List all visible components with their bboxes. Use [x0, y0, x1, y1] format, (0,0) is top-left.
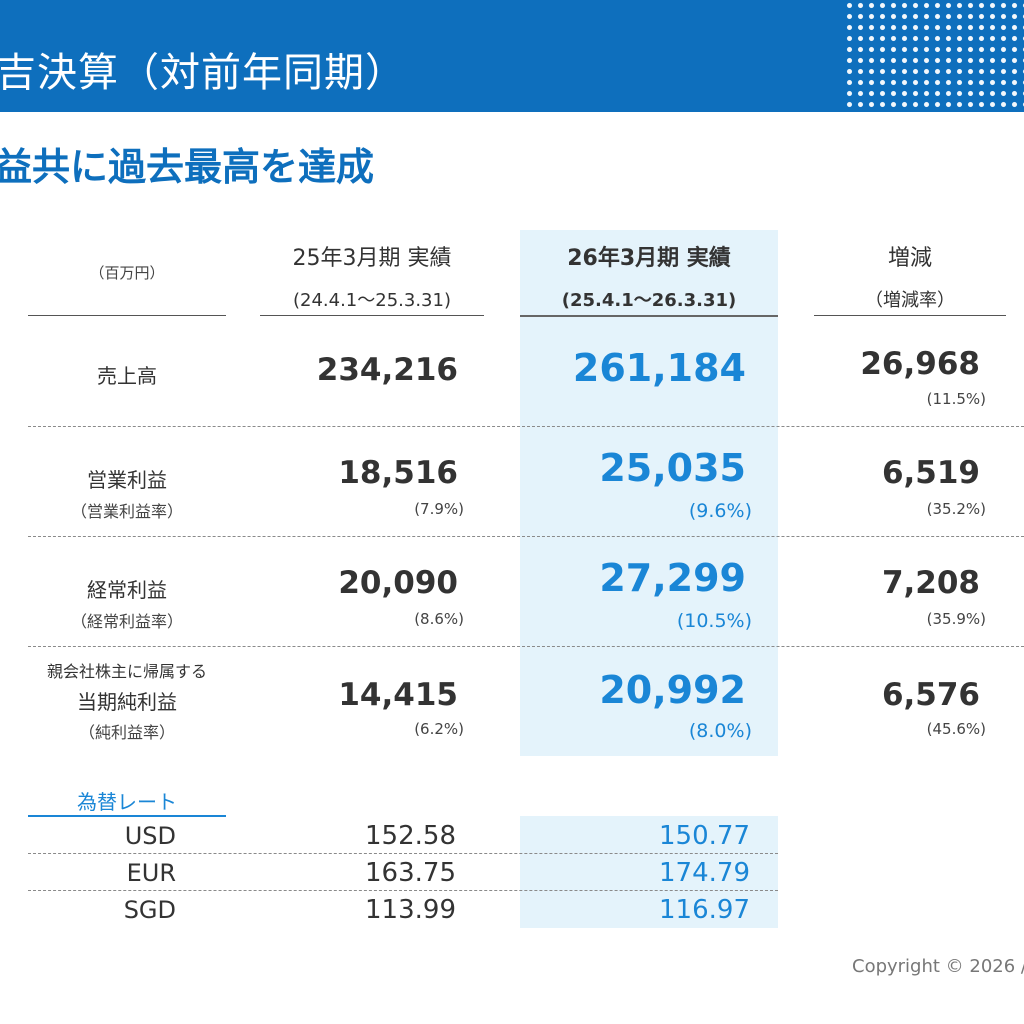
row-label-operating-profit: 営業利益: [87, 468, 167, 492]
row-sub-net-margin: （純利益率）: [78, 723, 175, 742]
operating-curr-value: 25,035: [599, 446, 746, 490]
sales-diff-pct: (11.5%): [926, 390, 986, 408]
fx-eur-prev: 163.75: [365, 858, 456, 888]
operating-diff-value: 6,519: [881, 455, 980, 491]
row-sub-operating-margin: （営業利益率）: [70, 502, 183, 521]
row-label-ordinary-profit: 経常利益: [87, 578, 167, 602]
net-diff-value: 6,576: [881, 677, 980, 713]
operating-curr-pct: (9.6%): [688, 500, 752, 522]
net-prev-value: 14,415: [338, 677, 458, 713]
fx-currency-sgd: SGD: [123, 896, 176, 924]
page-subtitle: 益共に過去最高を達成: [0, 145, 375, 189]
operating-prev-pct: (7.9%): [414, 500, 464, 518]
sales-diff-value: 26,968: [860, 346, 980, 382]
dot-pattern-decoration: [844, 0, 1024, 112]
row-divider: [28, 646, 1024, 647]
current-period-highlight: [520, 230, 778, 756]
net-curr-value: 20,992: [599, 668, 746, 712]
fx-usd-curr: 150.77: [659, 821, 750, 851]
net-prev-pct: (6.2%): [414, 720, 464, 738]
row-divider: [28, 536, 1024, 537]
net-curr-pct: (8.0%): [688, 720, 752, 742]
fx-sgd-curr: 116.97: [659, 895, 750, 925]
col-header-prev: 25年3月期 実績: [292, 246, 452, 271]
fx-current-highlight: [520, 816, 778, 928]
net-diff-pct: (45.6%): [926, 720, 986, 738]
col-period-curr: (25.4.1～26.3.31): [561, 290, 737, 311]
ordinary-curr-pct: (10.5%): [676, 610, 752, 632]
ordinary-prev-value: 20,090: [338, 565, 458, 601]
fx-usd-prev: 152.58: [365, 821, 456, 851]
row-divider: [28, 426, 1024, 427]
fx-currency-usd: USD: [124, 822, 176, 850]
row-label-net-income: 当期純利益: [77, 690, 177, 714]
ordinary-curr-value: 27,299: [599, 556, 746, 600]
header-rule-prev: [260, 315, 484, 316]
sales-curr-value: 261,184: [572, 346, 746, 390]
row-sub-ordinary-margin: （経常利益率）: [70, 612, 183, 631]
fx-currency-eur: EUR: [126, 859, 176, 887]
col-header-curr: 26年3月期 実績: [567, 246, 731, 271]
ordinary-prev-pct: (8.6%): [414, 610, 464, 628]
operating-prev-value: 18,516: [338, 455, 458, 491]
ordinary-diff-pct: (35.9%): [926, 610, 986, 628]
fx-row-divider: [28, 890, 778, 891]
header-rule-curr: [520, 315, 778, 317]
fx-section-title: 為替レート: [77, 790, 177, 814]
ordinary-diff-value: 7,208: [881, 565, 980, 601]
col-header-diff: 増減: [887, 246, 932, 271]
sales-prev-value: 234,216: [316, 352, 458, 388]
row-prelabel-parent-attrib: 親会社株主に帰属する: [46, 662, 207, 681]
header-rule-diff: [814, 315, 1006, 316]
unit-label: （百万円）: [89, 264, 165, 282]
copyright-notice: Copyright © 2026 /: [852, 956, 1024, 977]
fx-title-rule: [28, 815, 226, 817]
row-label-sales: 売上高: [97, 364, 157, 388]
fx-row-divider: [28, 853, 778, 854]
col-period-prev: (24.4.1～25.3.31): [292, 290, 451, 311]
fx-sgd-prev: 113.99: [365, 895, 456, 925]
operating-diff-pct: (35.2%): [926, 500, 986, 518]
header-rule-label: [28, 315, 226, 316]
title-banner: 吉決算（対前年同期）: [0, 0, 1024, 112]
fx-eur-curr: 174.79: [659, 858, 750, 888]
page-title: 吉決算（対前年同期）: [0, 50, 406, 96]
col-period-diff: （増減率）: [865, 290, 955, 311]
